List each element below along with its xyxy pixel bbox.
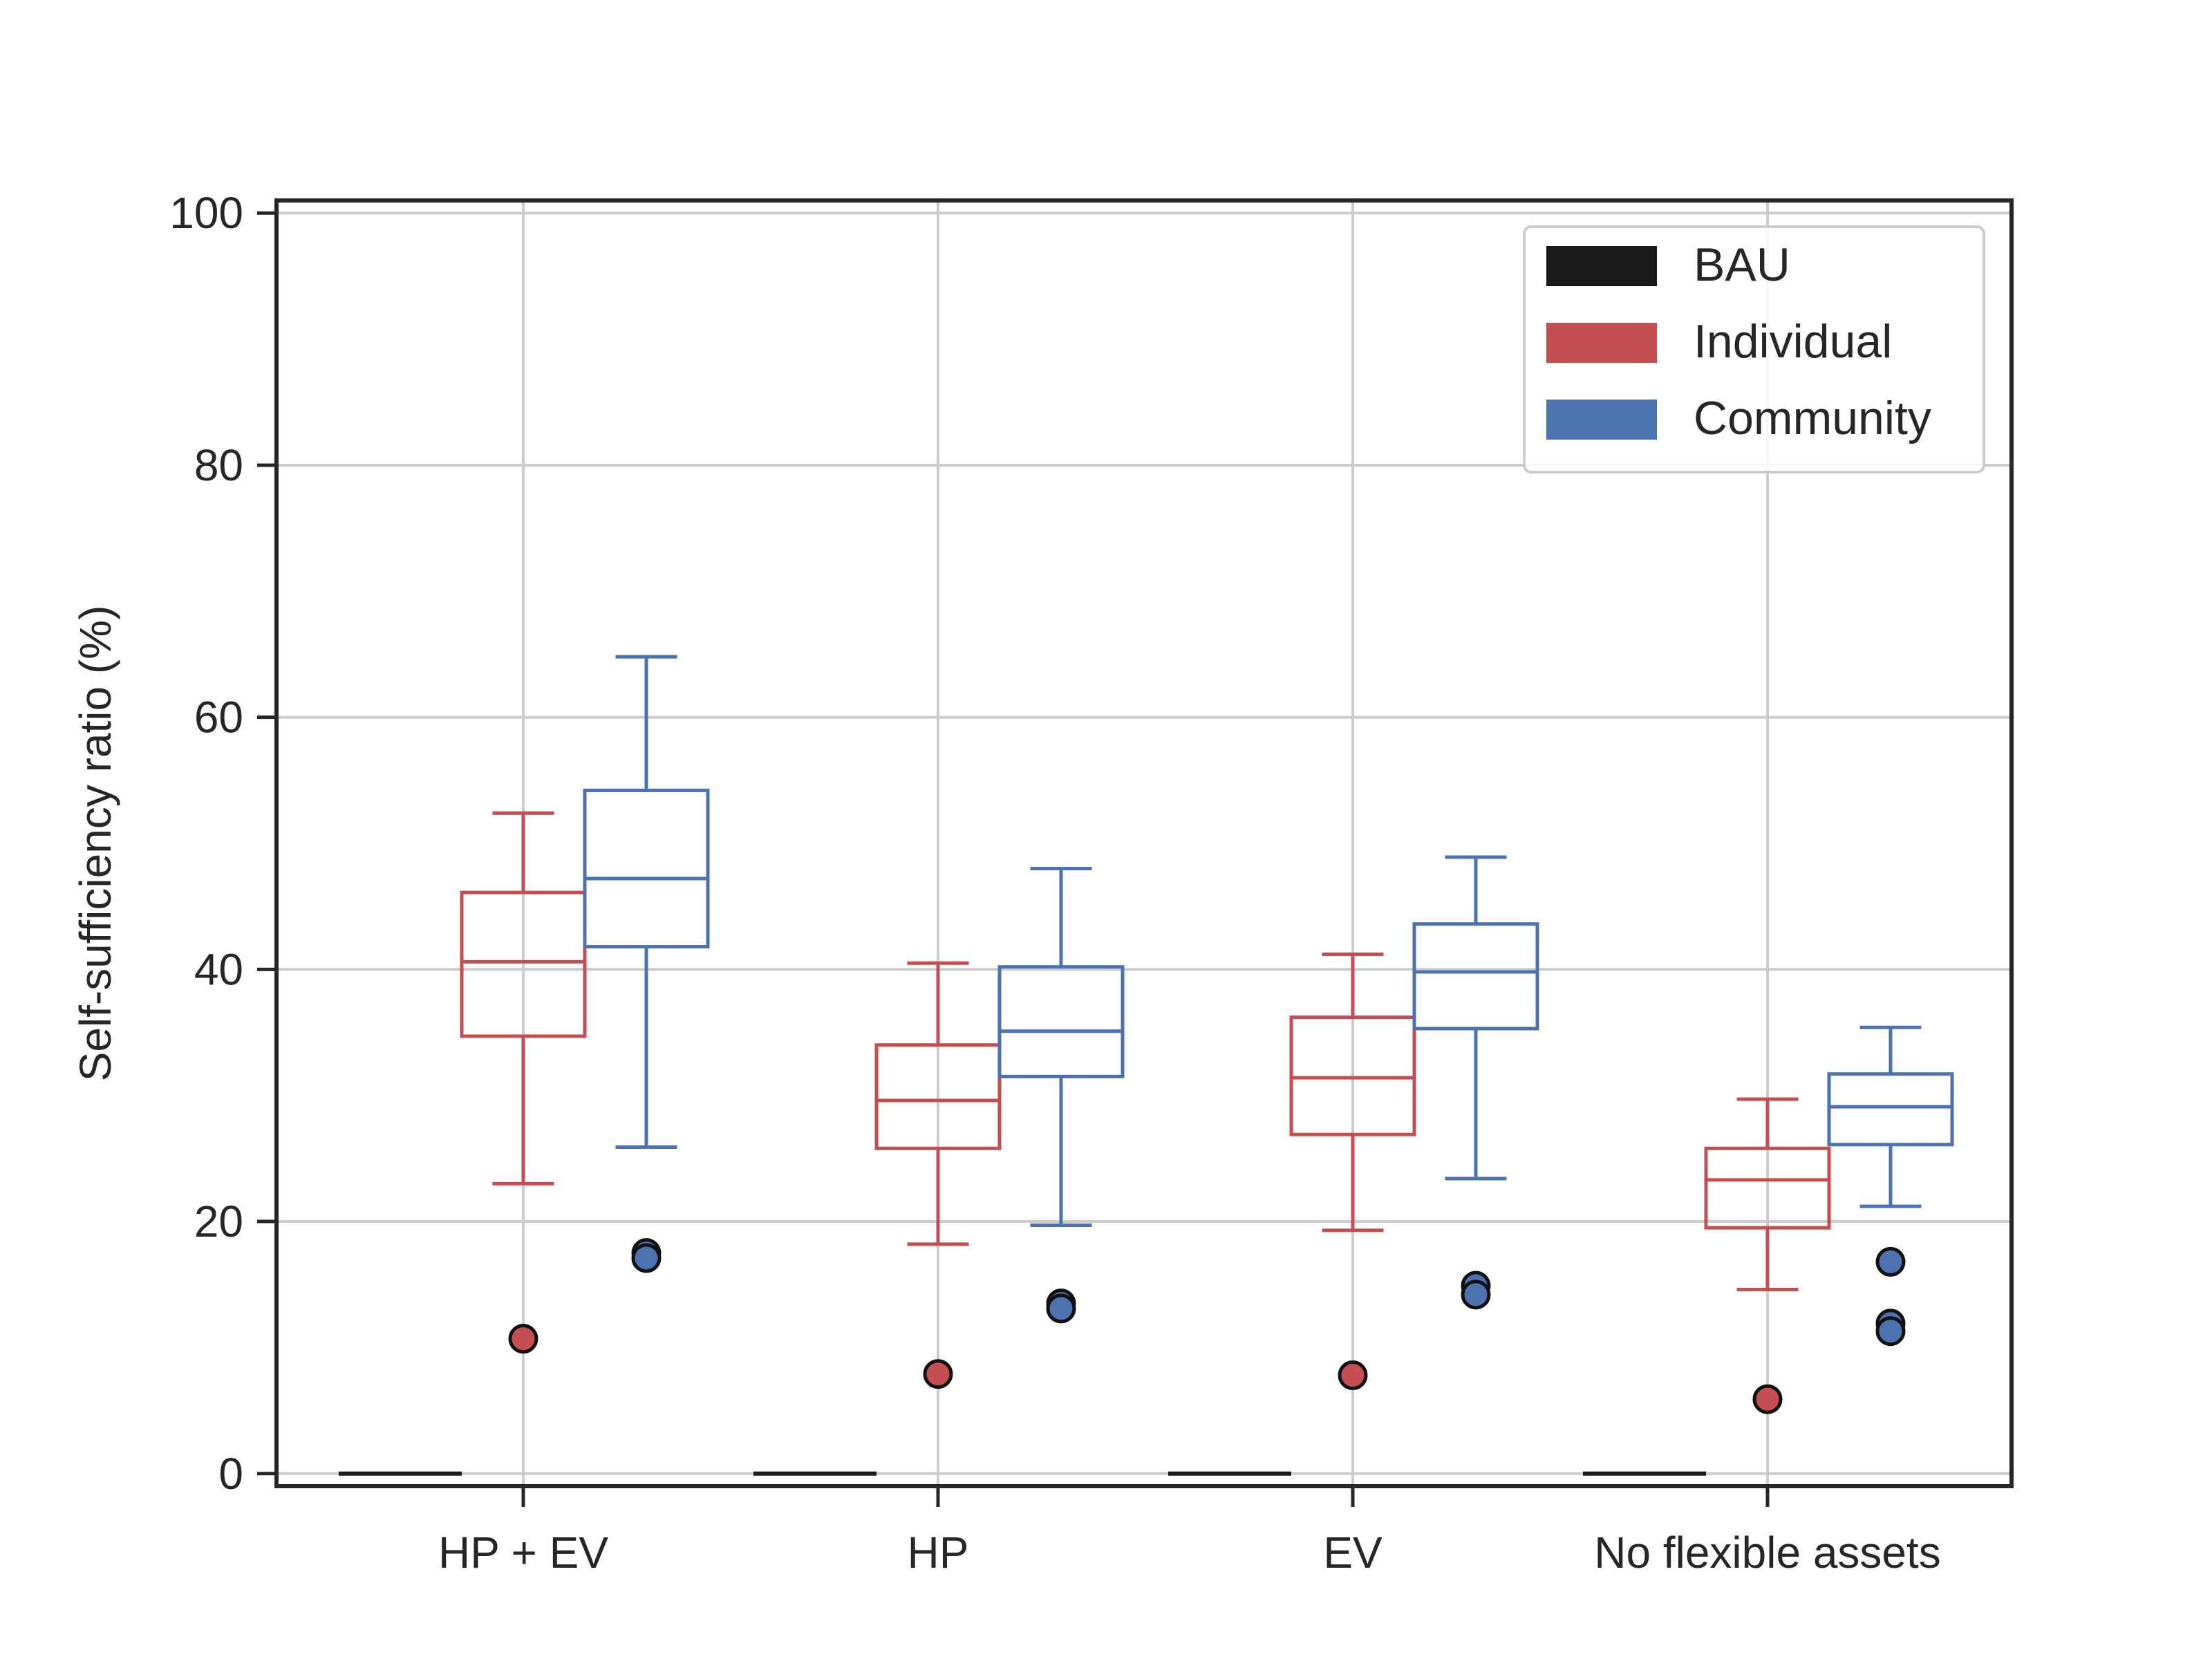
outlier-point — [1046, 1293, 1076, 1324]
box-iqr — [583, 788, 710, 949]
box-iqr — [997, 965, 1125, 1078]
box-individual-0 — [460, 811, 587, 1354]
box-iqr — [460, 890, 587, 1038]
outlier-point — [1875, 1316, 1906, 1347]
box-iqr — [1412, 922, 1539, 1031]
legend-swatch-community — [1546, 400, 1657, 440]
y-tick-label: 80 — [194, 440, 243, 490]
outlier-point — [1752, 1384, 1783, 1414]
legend-label-community: Community — [1694, 392, 1931, 444]
y-tick-label: 40 — [194, 944, 243, 994]
y-tick-label: 0 — [218, 1449, 243, 1499]
x-tick-label: No flexible assets — [1594, 1528, 1941, 1577]
x-tick-label: EV — [1323, 1528, 1382, 1577]
outlier-point — [1461, 1280, 1491, 1310]
legend-swatch-bau — [1546, 246, 1657, 286]
legend-label-individual: Individual — [1694, 315, 1892, 368]
box-individual-1 — [874, 961, 1002, 1389]
x-tick-label: HP + EV — [438, 1528, 608, 1577]
box-plot-marks — [339, 655, 1954, 1476]
outlier-point — [1338, 1360, 1368, 1391]
x-tick-label: HP — [908, 1528, 969, 1577]
legend-swatch-individual — [1546, 323, 1657, 363]
box-iqr — [1289, 1015, 1416, 1136]
axes: 0 20 40 60 80 100 HP + EV HP EV No flexible asset… — [169, 188, 1941, 1577]
box-iqr — [1704, 1146, 1831, 1230]
box-community-2 — [1412, 855, 1539, 1310]
outlier-point — [923, 1359, 953, 1389]
legend-label-bau: BAU — [1694, 238, 1790, 291]
box-individual-2 — [1289, 952, 1416, 1391]
box-community-3 — [1827, 1025, 1954, 1347]
y-tick-label: 60 — [194, 693, 243, 742]
outlier-point — [631, 1243, 662, 1273]
box-community-0 — [583, 655, 710, 1273]
box-community-1 — [997, 866, 1125, 1324]
legend: BAU Individual Community — [1523, 225, 1985, 474]
outlier-point — [508, 1324, 538, 1354]
box-iqr — [874, 1043, 1002, 1150]
y-tick-label: 100 — [169, 188, 243, 238]
outlier-point — [1875, 1246, 1906, 1277]
plot-frame — [274, 198, 2014, 1488]
y-tick-label: 20 — [194, 1197, 243, 1246]
box-iqr — [1827, 1072, 1954, 1147]
box-individual-3 — [1704, 1097, 1831, 1414]
y-axis-label: Self-sufficiency ratio (%) — [71, 606, 120, 1082]
